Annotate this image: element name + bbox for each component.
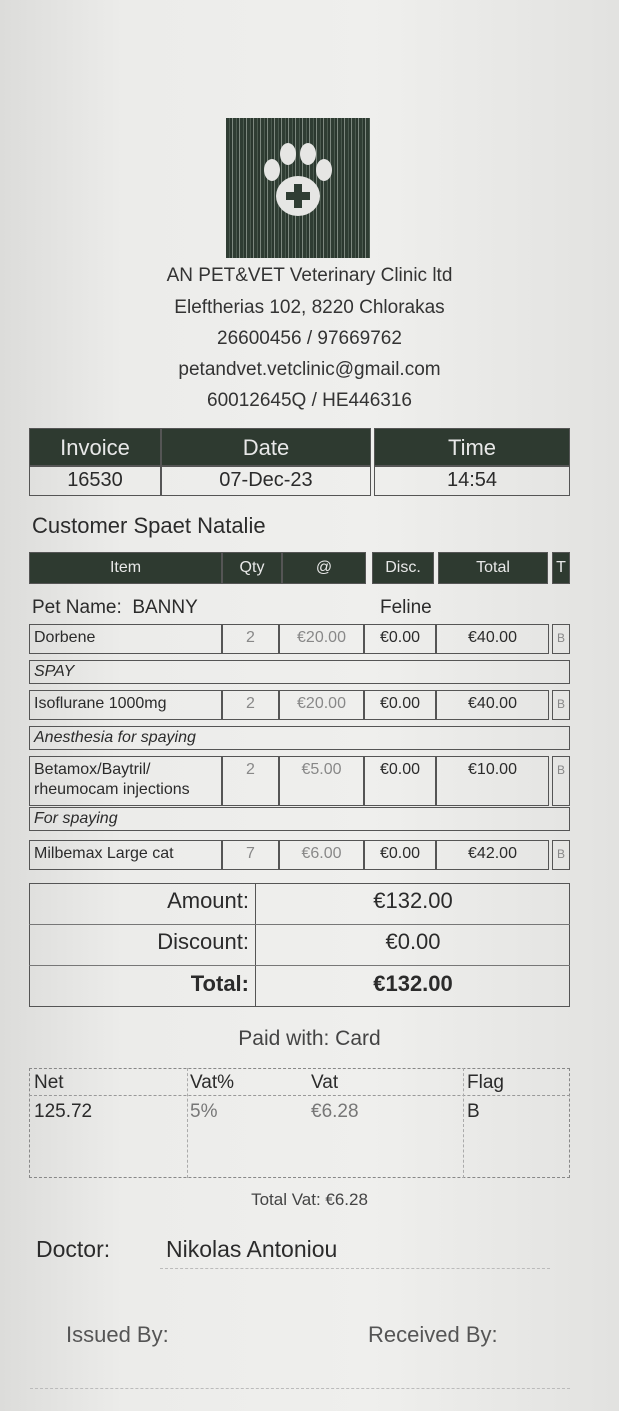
item-qty: 2 [222, 756, 279, 806]
item-note: Anesthesia for spaying [29, 726, 570, 750]
totals-box [29, 883, 570, 1007]
paw-cross-icon [264, 143, 332, 216]
col-qty: Qty [222, 552, 282, 584]
amount-value: €132.00 [373, 888, 453, 913]
invoice-number: 16530 [29, 466, 161, 496]
invoice-date: 07-Dec-23 [161, 466, 371, 496]
item-price: €5.00 [279, 756, 364, 806]
doctor-name: Nikolas Antoniou [166, 1236, 338, 1262]
item-total: €42.00 [436, 840, 549, 870]
item-name: Isoflurane 1000mg [29, 690, 222, 720]
clinic-phones: 26600456 / 97669762 [217, 328, 402, 349]
item-price: €6.00 [279, 840, 364, 870]
date-label: Date [161, 428, 371, 466]
vat-header-rate: Vat% [190, 1072, 235, 1093]
item-total: €40.00 [436, 624, 549, 654]
item-name-text: Isoflurane 1000mg [34, 695, 167, 712]
clinic-email: petandvet.vetclinic@gmail.com [178, 359, 441, 380]
item-discount: €0.00 [364, 624, 436, 654]
col-disc: Disc. [372, 552, 434, 584]
item-name-text: rheumocam injections [34, 781, 190, 798]
vat-amount: €6.28 [311, 1101, 359, 1122]
item-total: €10.00 [436, 756, 549, 806]
vat-header-net: Net [34, 1072, 64, 1093]
item-name-text: Betamox/Baytril/ [34, 761, 151, 778]
invoice-label: Invoice [29, 428, 161, 466]
item-name: Dorbene [29, 624, 222, 654]
item-price: €20.00 [279, 624, 364, 654]
total-vat: Total Vat: €6.28 [251, 1190, 368, 1209]
item-discount: €0.00 [364, 840, 436, 870]
total-value: €132.00 [373, 971, 453, 996]
item-name-text: Milbemax Large cat [34, 845, 174, 862]
amount-label: Amount: [167, 888, 249, 913]
clinic-registration: 60012645Q / HE446316 [207, 390, 412, 411]
col-t: T [552, 552, 570, 584]
divider [29, 1095, 570, 1096]
item-flag: B [552, 756, 570, 806]
customer-name: Spaet Natalie [133, 513, 266, 538]
item-qty: 2 [222, 690, 279, 720]
clinic-address: Eleftherias 102, 8220 Chlorakas [174, 297, 445, 318]
item-note: For spaying [29, 807, 570, 831]
divider [463, 1068, 464, 1178]
divider [29, 924, 570, 925]
discount-label: Discount: [157, 929, 249, 954]
doctor-label: Doctor: [36, 1236, 111, 1262]
item-qty: 7 [222, 840, 279, 870]
vat-rate: 5% [190, 1101, 218, 1122]
vat-net: 125.72 [34, 1101, 93, 1122]
issued-by-label: Issued By: [66, 1322, 169, 1347]
item-flag: B [552, 690, 570, 720]
signature-line [30, 1388, 570, 1389]
item-name-text: Dorbene [34, 629, 96, 646]
vat-header-vat: Vat [311, 1072, 339, 1093]
divider [187, 1068, 188, 1178]
received-by-label: Received By: [368, 1322, 498, 1347]
item-name: Milbemax Large cat [29, 840, 222, 870]
payment-method: Paid with: Card [238, 1027, 381, 1050]
divider [29, 965, 570, 966]
item-flag: B [552, 624, 570, 654]
clinic-logo [226, 118, 370, 258]
col-price: @ [282, 552, 366, 584]
item-flag: B [552, 840, 570, 870]
signature-line [160, 1268, 550, 1269]
vat-header-flag: Flag [467, 1072, 504, 1093]
vat-flag: B [467, 1101, 480, 1122]
vat-table [29, 1068, 570, 1178]
discount-value: €0.00 [385, 929, 441, 954]
customer-label: Customer [32, 513, 128, 538]
item-discount: €0.00 [364, 756, 436, 806]
item-price: €20.00 [279, 690, 364, 720]
invoice-time: 14:54 [374, 466, 570, 496]
item-note: SPAY [29, 660, 570, 684]
item-discount: €0.00 [364, 690, 436, 720]
divider [255, 883, 256, 1007]
time-label: Time [374, 428, 570, 466]
col-item: Item [29, 552, 222, 584]
pet-name: Pet Name: BANNY [32, 597, 198, 618]
item-total: €40.00 [436, 690, 549, 720]
col-total: Total [438, 552, 548, 584]
item-name: Betamox/Baytril/rheumocam injections [29, 756, 222, 806]
total-label: Total: [190, 971, 249, 996]
pet-species: Feline [380, 597, 432, 618]
customer: Customer Spaet Natalie [32, 513, 266, 539]
clinic-name: AN PET&VET Veterinary Clinic ltd [166, 265, 453, 286]
item-qty: 2 [222, 624, 279, 654]
